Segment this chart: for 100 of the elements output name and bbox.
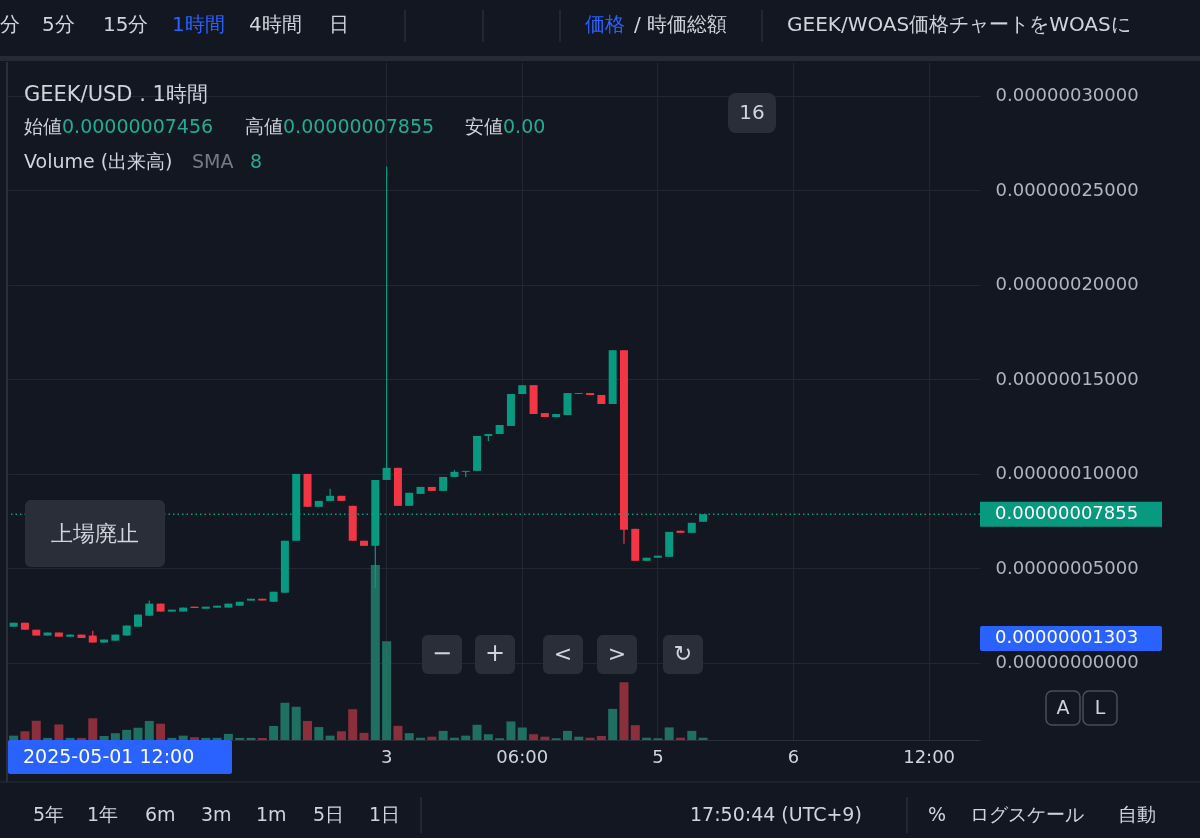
bar xyxy=(596,735,606,740)
bar xyxy=(88,718,98,740)
bar xyxy=(675,737,685,740)
annotation: 始値 xyxy=(24,115,62,137)
x-tick-label: 12:00 xyxy=(903,745,956,767)
text: 5年 xyxy=(33,803,65,825)
bar xyxy=(133,727,143,740)
bar xyxy=(370,565,380,740)
bar xyxy=(9,735,19,740)
bar xyxy=(562,730,572,740)
annotation: 上場廃止 xyxy=(51,521,139,546)
y-tick-label: 0.00000015000 xyxy=(995,367,1139,389)
bar xyxy=(608,708,618,740)
text: 自動 xyxy=(1118,803,1156,825)
bar xyxy=(427,736,437,740)
y-tick-label: 0.00000010000 xyxy=(995,462,1139,484)
text: 価格 xyxy=(585,12,625,36)
annotation: + xyxy=(484,639,506,667)
y-tick-label: 0.00000000000 xyxy=(995,651,1139,673)
text: / 時価総額 xyxy=(634,12,728,36)
bar xyxy=(449,737,459,740)
bar xyxy=(585,737,595,740)
bar xyxy=(540,736,550,740)
bar xyxy=(529,734,539,740)
text: GEEK/WOAS価格チャートをWOASに xyxy=(787,12,1131,36)
y-tick-label: 0.00000005000 xyxy=(995,556,1139,578)
bar xyxy=(472,724,482,740)
annotation: ↻ xyxy=(673,641,693,666)
x-tick-label: 5 xyxy=(652,745,664,767)
bar xyxy=(574,736,584,740)
annotation: 0.00 xyxy=(503,115,546,137)
text: 5日 xyxy=(313,803,345,825)
bar xyxy=(43,737,53,740)
candlestick xyxy=(563,392,572,416)
bar xyxy=(178,735,188,740)
bar xyxy=(189,737,199,740)
chart-title: Volume (出来高) xyxy=(24,150,173,172)
y-tick-label: 0.00000030000 xyxy=(995,84,1139,106)
annotation: 0.00000007456 xyxy=(62,115,214,137)
ref-line-label: 0.00000007855 xyxy=(995,502,1139,524)
annotation: 8 xyxy=(250,150,263,172)
text: 4時間 xyxy=(249,12,302,36)
bar xyxy=(382,641,392,740)
bar xyxy=(269,726,279,740)
bar xyxy=(122,729,132,740)
text: 1時間 xyxy=(172,12,225,36)
bar xyxy=(698,737,708,740)
text: 5分 xyxy=(42,12,75,36)
annotation: < xyxy=(553,641,573,666)
text: 1m xyxy=(256,803,287,825)
text: 17:50:44 (UTC+9) xyxy=(690,803,862,825)
candlestick xyxy=(326,488,335,502)
bar xyxy=(246,737,256,740)
bar xyxy=(517,727,527,740)
bar xyxy=(336,731,346,740)
bar xyxy=(291,706,301,740)
bar xyxy=(20,731,30,740)
bar xyxy=(461,735,471,740)
bar xyxy=(144,720,154,740)
annotation: > xyxy=(607,641,627,666)
text: 2025-05-01 12:00 xyxy=(23,745,195,767)
bar xyxy=(506,721,516,740)
text: 分 xyxy=(0,12,20,36)
text: 0.00000001303 xyxy=(995,626,1139,647)
bar xyxy=(314,727,324,740)
bar xyxy=(76,737,86,740)
text: A xyxy=(1056,696,1070,718)
x-tick-label: 3 xyxy=(380,745,393,767)
bar xyxy=(325,735,335,740)
text: 1日 xyxy=(369,803,401,825)
x-tick-label: 06:00 xyxy=(496,745,549,767)
text: 日 xyxy=(329,12,349,36)
bar xyxy=(280,702,290,740)
bar xyxy=(404,733,414,740)
annotation: 高値 xyxy=(245,115,283,137)
bar xyxy=(54,724,64,740)
text: 1年 xyxy=(87,803,119,825)
text: 6m xyxy=(145,803,176,825)
bar xyxy=(416,737,426,740)
bar xyxy=(257,737,267,740)
text: 15分 xyxy=(103,12,149,36)
text: % xyxy=(928,803,947,825)
annotation: SMA xyxy=(192,150,234,172)
bar xyxy=(483,734,493,740)
bar xyxy=(201,737,211,740)
text: GEEK/USD . 1時間 xyxy=(24,82,208,106)
bar xyxy=(303,720,313,740)
bar xyxy=(687,730,697,740)
bar xyxy=(65,737,75,740)
y-tick-label: 0.00000025000 xyxy=(995,178,1139,200)
bar xyxy=(393,725,403,740)
annotation: 16 xyxy=(739,100,765,124)
bar xyxy=(110,733,120,740)
bar xyxy=(619,682,629,740)
bar xyxy=(359,732,369,740)
bar xyxy=(212,737,222,740)
bar xyxy=(223,733,233,740)
bar xyxy=(235,737,245,740)
bar xyxy=(156,723,166,740)
bar xyxy=(630,725,640,740)
